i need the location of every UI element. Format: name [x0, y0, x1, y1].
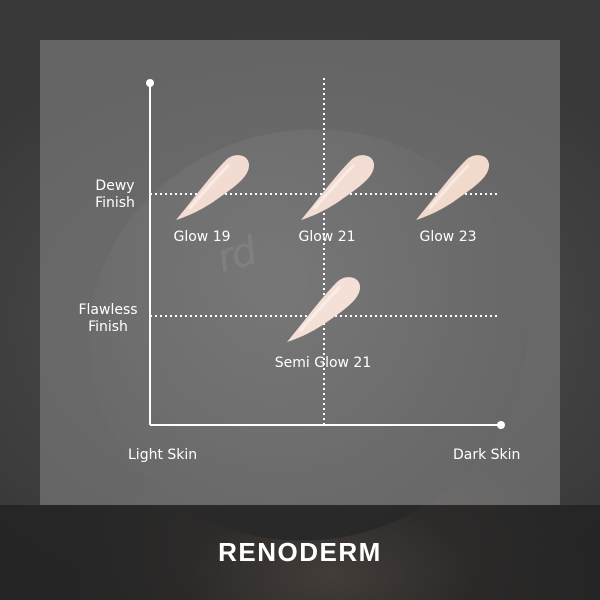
footer-band: [0, 505, 600, 600]
y-label-dewy: Dewy Finish: [92, 178, 138, 212]
shade-swatch-highlight-semi-glow-21: [299, 286, 341, 332]
shade-swatch-highlight-glow-21: [313, 164, 355, 210]
shade-swatch-semi-glow-21: [287, 277, 361, 342]
y-label-dewy-line1: Dewy: [95, 178, 135, 194]
shade-swatch-highlight-glow-19: [188, 164, 230, 210]
x-label-dark-skin: Dark Skin: [453, 447, 521, 463]
shade-swatch-glow-23: [416, 155, 490, 220]
shade-label-glow-23: Glow 23: [419, 229, 477, 245]
y-label-dewy-line2: Finish: [95, 195, 135, 211]
shade-label-glow-21: Glow 21: [298, 229, 356, 245]
shade-swatch-glow-21: [301, 155, 375, 220]
y-axis-endpoint-dot: [146, 79, 154, 87]
x-axis-endpoint-dot: [497, 421, 505, 429]
x-label-light-skin: Light Skin: [128, 447, 198, 463]
shade-label-glow-19: Glow 19: [173, 229, 231, 245]
y-label-flawless-line2: Finish: [88, 319, 128, 335]
brand-logo-text: RENODERM: [218, 537, 382, 567]
y-label-flawless: Flawless Finish: [78, 302, 138, 336]
shade-swatch-highlight-glow-23: [428, 164, 470, 210]
shade-label-semi-glow-21: Semi Glow 21: [274, 355, 372, 371]
shade-swatch-glow-19: [176, 155, 250, 220]
chart-panel: [40, 40, 560, 505]
y-label-flawless-line1: Flawless: [78, 302, 138, 318]
